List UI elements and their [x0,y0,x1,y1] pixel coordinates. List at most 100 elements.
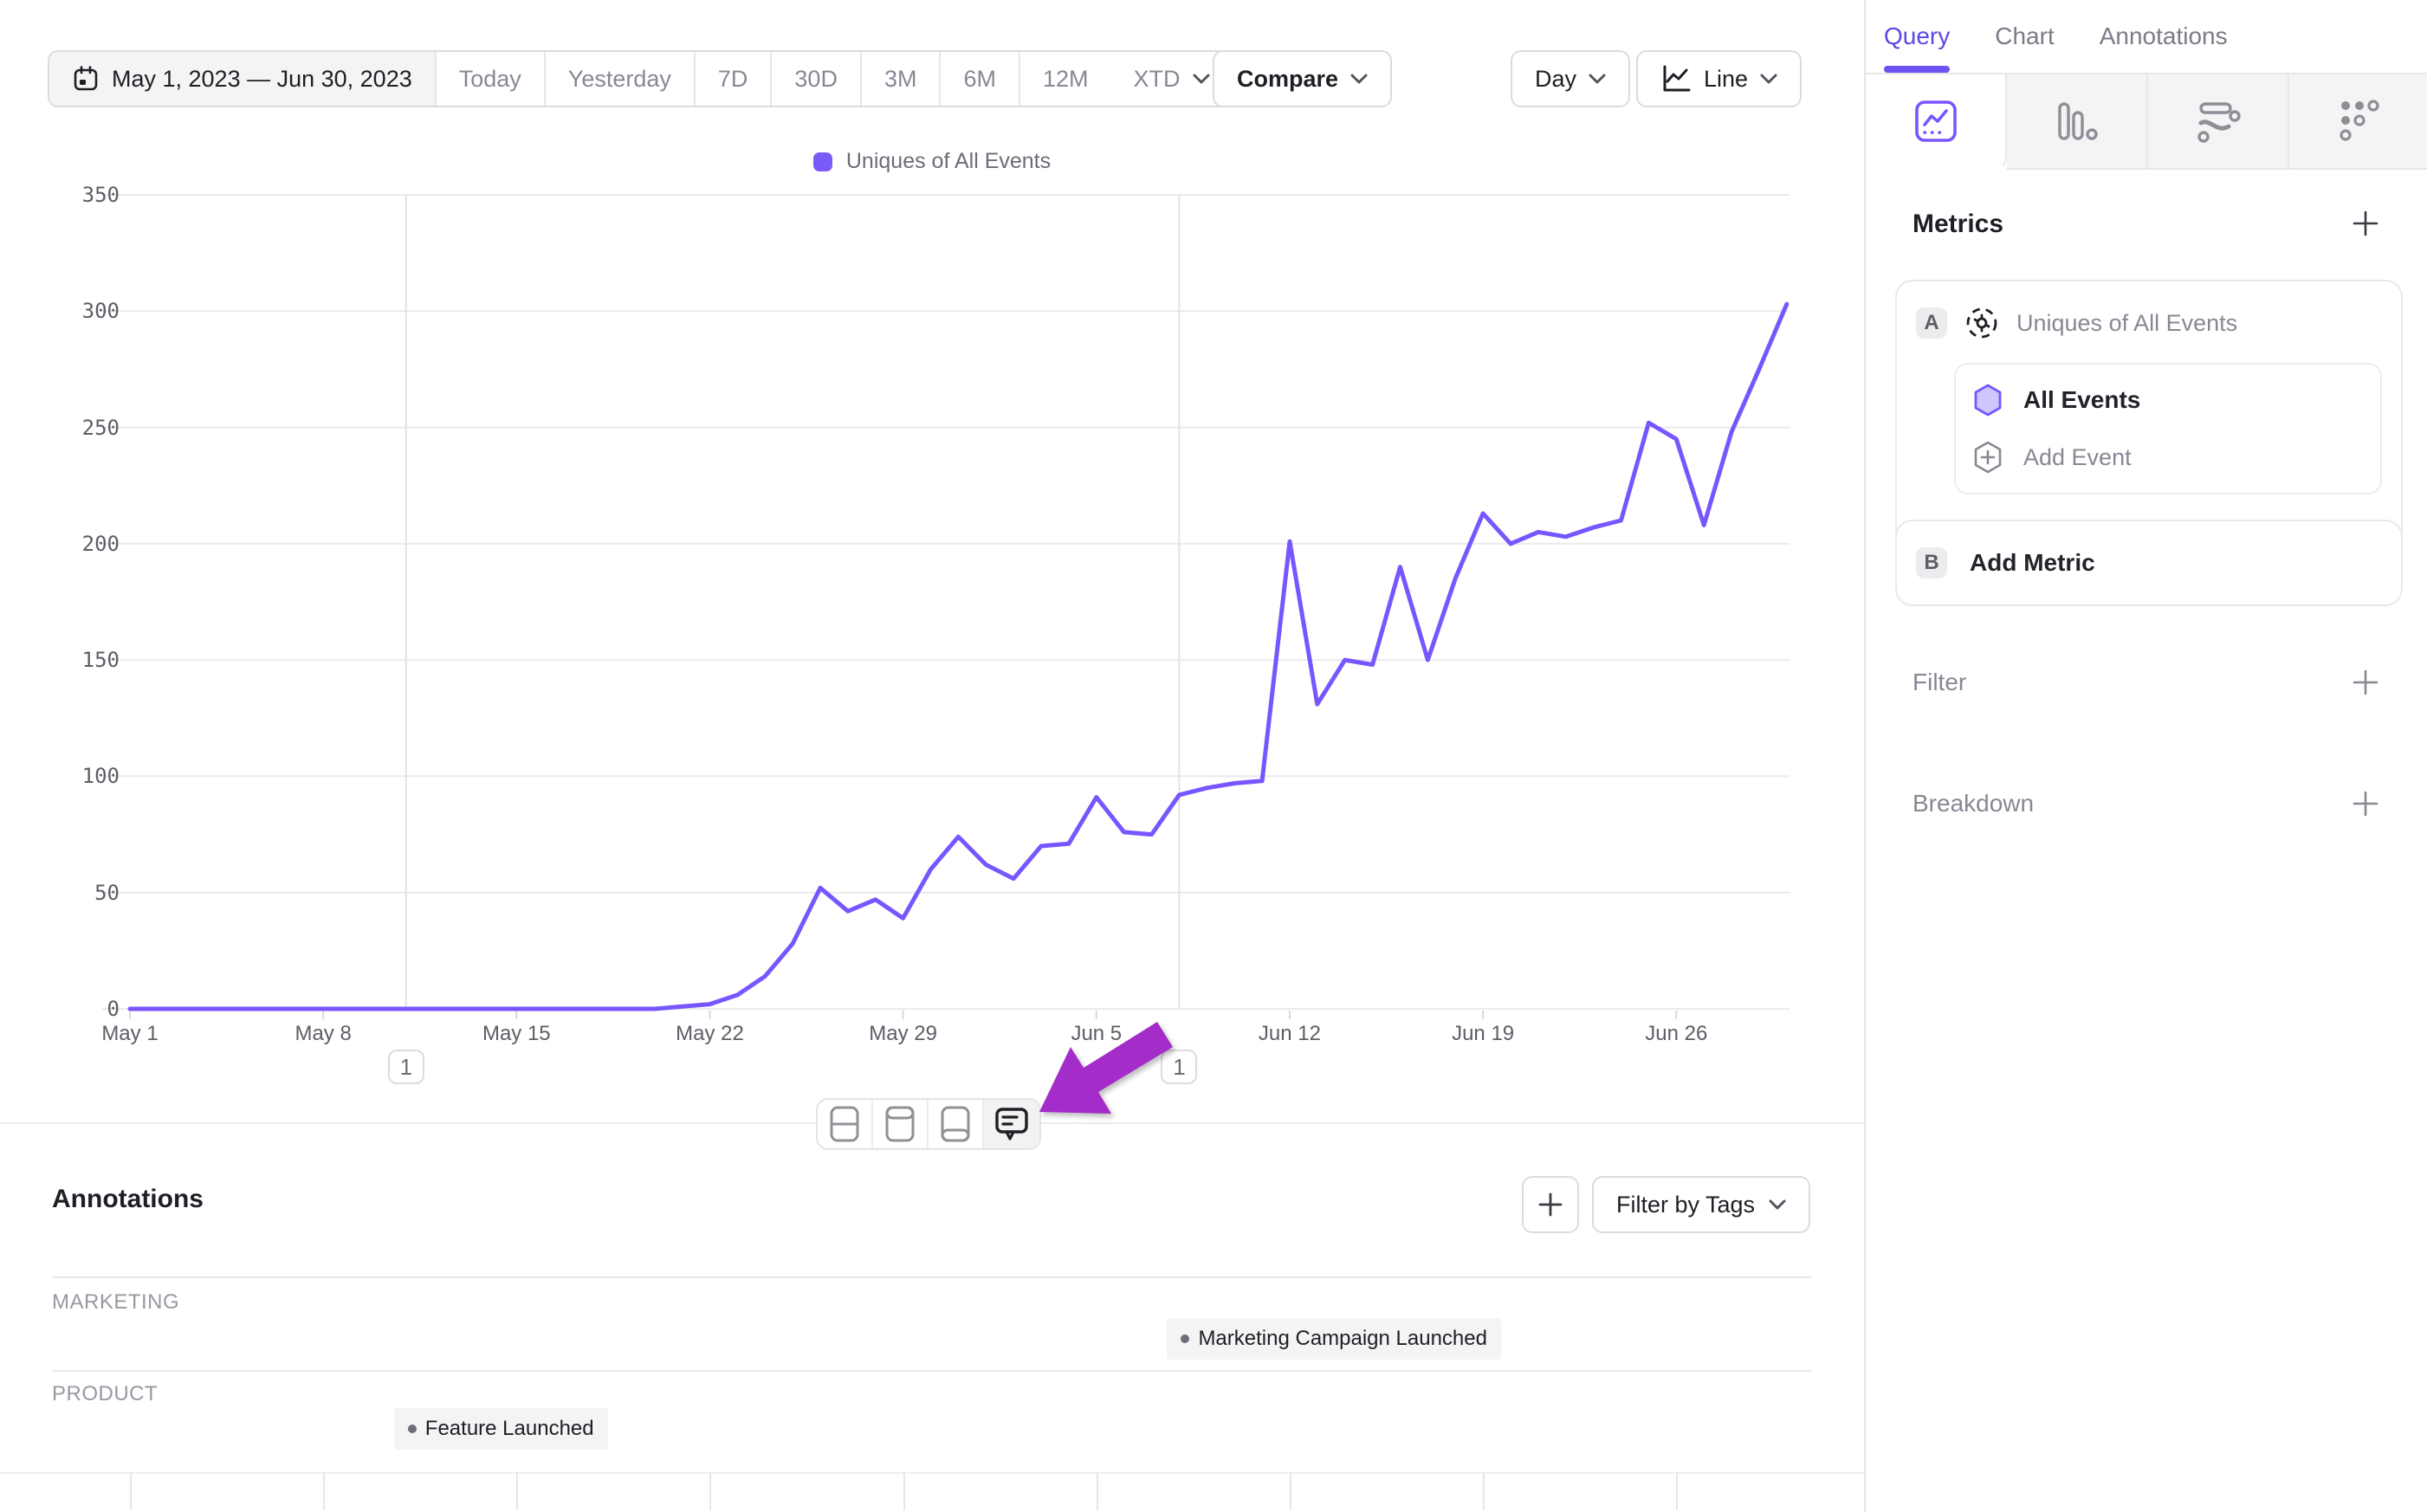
split-horizontal-view-button[interactable] [818,1100,873,1148]
add-metric-plus-button[interactable] [2346,204,2385,242]
add-annotation-button[interactable] [1522,1176,1579,1233]
line-chart[interactable] [0,0,1864,1178]
metric-a-header[interactable]: A Uniques of All Events [1916,306,2382,340]
annotations-title: Annotations [52,1185,204,1213]
query-sidebar: Query Chart Annotations [1864,0,2427,1512]
annotation-count-badge[interactable]: 1 [387,1050,424,1084]
ruler-tick [323,1472,326,1510]
y-axis-tick-label: 100 [81,764,120,789]
legend-label: Uniques of All Events [845,149,1052,173]
chevron-down-icon [1769,1199,1786,1210]
insights-icon [1914,100,1957,142]
tab-flows[interactable] [2148,74,2289,170]
compare-button[interactable]: Compare [1213,50,1393,107]
event-row-all-events[interactable]: All Events [1973,384,2363,417]
add-filter-button[interactable] [2346,663,2385,701]
filter-by-tags-label: Filter by Tags [1616,1191,1756,1218]
chart-type-label: Line [1704,65,1749,92]
plus-icon [2353,210,2378,236]
ruler-tick [1676,1472,1679,1510]
preset-yesterday[interactable]: Yesterday [546,52,696,106]
segmentation-icon [2339,100,2379,141]
preset-6m[interactable]: 6M [941,52,1020,106]
annotation-tag-product[interactable]: Feature Launched [393,1408,608,1450]
xtd-label: XTD [1133,65,1181,92]
y-axis-tick-label: 300 [81,299,120,324]
filter-by-tags-dropdown[interactable]: Filter by Tags [1592,1176,1811,1233]
annotation-tag-marketing[interactable]: Marketing Campaign Launched [1167,1318,1501,1360]
ruler-tick [1289,1472,1291,1510]
metric-settings-icon[interactable] [1964,306,1999,340]
tab-segmentation[interactable] [2289,74,2427,170]
metric-b-add-card[interactable]: B Add Metric [1895,520,2403,606]
granularity-dropdown[interactable]: Day [1511,50,1631,107]
date-range-label: May 1, 2023 — Jun 30, 2023 [112,65,412,92]
chart-type-dropdown[interactable]: Line [1636,50,1802,107]
add-event-row[interactable]: Add Event [1973,441,2363,474]
chevron-down-icon [1193,74,1209,84]
ruler-tick [130,1472,132,1510]
pointer-arrow [1039,1022,1173,1114]
filter-section-label: Filter [1912,669,1967,695]
annotation-tag-label: Marketing Campaign Launched [1198,1327,1487,1350]
panel-view-toolbar [816,1098,1041,1150]
legend-swatch [812,152,832,171]
chart-legend[interactable]: Uniques of All Events [0,149,1864,174]
tab-annotations[interactable]: Annotations [2099,23,2228,49]
chart-canvas[interactable] [0,0,1864,1178]
metric-b-badge: B [1916,547,1947,578]
plus-icon [1538,1192,1563,1217]
series-line-uniques[interactable] [127,301,1790,1011]
add-event-icon [1974,441,2002,474]
annotations-divider [52,1370,1812,1372]
panel-bottom-view-button[interactable] [929,1100,984,1148]
add-breakdown-button[interactable] [2346,785,2385,823]
x-axis-tick-label: May 1 [101,1022,159,1045]
x-axis-tick-label: May 22 [676,1022,744,1045]
bar-chart-icon [2057,102,2098,140]
preset-7d[interactable]: 7D [696,52,773,106]
tab-bar-chart[interactable] [2007,74,2148,170]
panel-top-icon [885,1106,915,1142]
annotations-divider [52,1276,1812,1278]
events-box: All Events Add Event [1954,363,2382,494]
comments-view-button[interactable] [984,1100,1039,1148]
event-name: All Events [2023,386,2141,413]
y-axis-tick-label: 50 [94,880,120,905]
x-axis-tick-label: May 8 [294,1022,352,1045]
calendar-icon [74,66,98,91]
annotation-dot [407,1425,417,1433]
tab-query[interactable]: Query [1884,0,1951,73]
metric-a-badge: A [1916,307,1947,339]
y-axis-tick-label: 150 [81,648,120,673]
x-axis-tick-label: Jun 19 [1452,1022,1515,1045]
preset-today[interactable]: Today [437,52,546,106]
panel-bottom-icon [941,1106,970,1142]
xtd-dropdown[interactable]: XTD [1111,52,1233,106]
date-range-button[interactable]: May 1, 2023 — Jun 30, 2023 [49,52,437,106]
ruler-tick [903,1472,905,1510]
panel-top-view-button[interactable] [873,1100,929,1148]
preset-3m[interactable]: 3M [862,52,942,106]
tab-chart[interactable]: Chart [1995,23,2055,49]
date-presets: Today Yesterday 7D 30D 3M 6M 12M [437,52,1111,106]
annotation-group-marketing: MARKETING [52,1290,180,1314]
ruler-tick [516,1472,519,1510]
annotation-count-badge[interactable]: 1 [1161,1050,1198,1084]
annotation-group-product: PRODUCT [52,1382,159,1405]
plus-icon [2353,791,2378,817]
preset-30d[interactable]: 30D [772,52,862,106]
x-axis-tick-label: Jun 26 [1645,1022,1708,1045]
granularity-label: Day [1535,65,1577,92]
tab-insights[interactable] [1866,74,2007,170]
date-range-toolbar: May 1, 2023 — Jun 30, 2023 Today Yesterda… [48,50,1234,107]
annotation-tag-label: Feature Launched [424,1417,594,1440]
comment-icon [995,1108,1028,1140]
add-metric-label: Add Metric [1970,549,2095,576]
chevron-down-icon [1350,74,1368,84]
y-axis-tick-label: 350 [81,183,120,207]
ruler-tick [709,1472,712,1510]
plus-icon [2353,669,2378,695]
preset-12m[interactable]: 12M [1042,65,1089,92]
